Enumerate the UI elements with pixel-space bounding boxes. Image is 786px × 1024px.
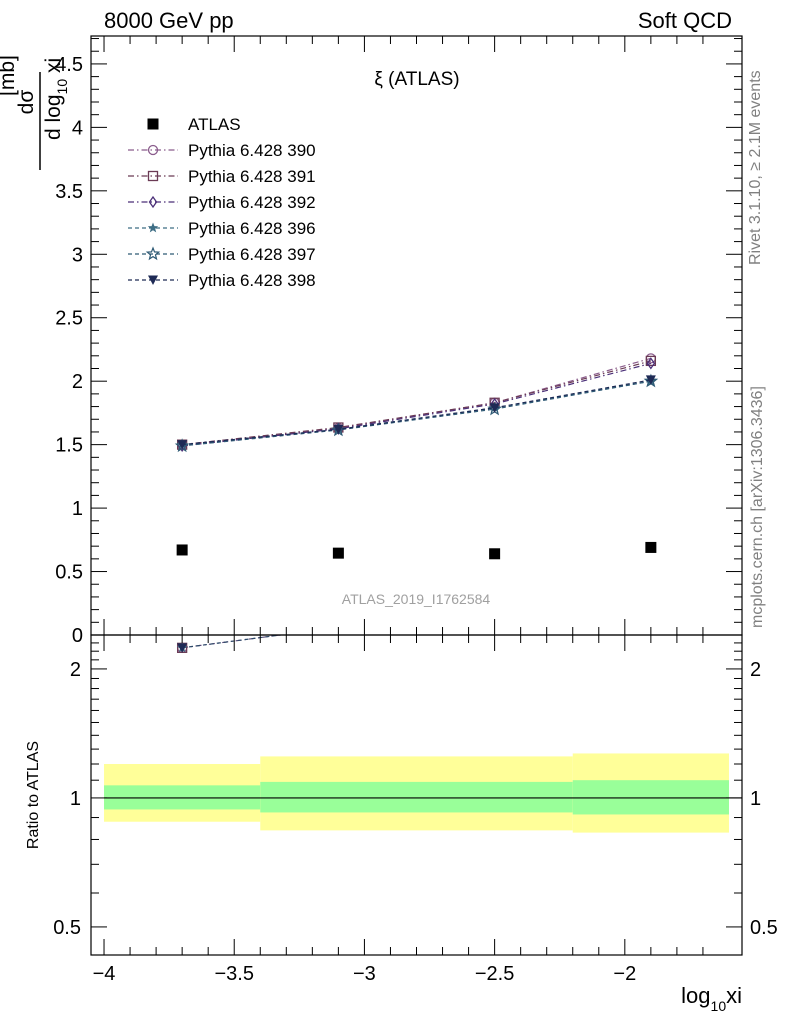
y-tick-label: 0 [72,625,83,647]
legend: ATLAS Pythia 6.428 390 Pythia 6.428 391 Pyt… [128,115,316,290]
x-tick-label: −3 [353,963,376,985]
ratio-y-tick-label-right: 2 [750,659,761,681]
legend-label: ATLAS [188,115,241,134]
ratio-y-tick-label-right: 1 [750,788,761,810]
series-6-point [177,440,188,450]
y-tick-label: 3 [72,244,83,266]
ratio-y-tick-label: 2 [70,659,81,681]
y-tick-label: 1 [72,498,83,520]
series-6-point [489,403,500,413]
legend-label: Pythia 6.428 396 [188,219,316,238]
legend-marker [147,222,159,233]
svg-text:d log10 xi: d log10 xi [42,58,70,140]
legend-marker [145,246,161,261]
main-y-axis-label: dσ d log10 xi [mb] [0,55,70,170]
legend-label: Pythia 6.428 397 [188,245,316,264]
ratio-panel: 0.5 0.51 12 2−4 −3.5 −3 −2.5 −2 Ratio to ATLAS … [25,634,778,1014]
ratio-y-axis-label: Ratio to ATLAS [25,741,42,849]
legend-marker [148,275,158,285]
ratio-point [177,643,188,653]
ylabel-denominator: d log [42,94,65,140]
watermark: ATLAS_2019_I1762584 [342,591,491,607]
y-tick-label: 1.5 [55,435,83,457]
series-1-line [182,357,652,446]
x-tick-label: −2 [613,963,636,985]
x-axis-label: log10xi [681,983,742,1014]
main-title: ξ (ATLAS) [374,69,459,90]
series-2-line [182,360,652,446]
ratio-y-tick-label: 1 [70,788,81,810]
legend-marker [147,118,159,130]
header-right: Soft QCD [638,8,732,33]
y-tick-label: 2.5 [55,308,83,330]
series-6-point [645,375,656,385]
band-inner [260,781,573,813]
y-tick-label: 0.5 [55,562,83,584]
series-4-line [182,380,652,446]
series-0-point [332,547,344,559]
series-6-line [182,379,652,446]
y-tick-label: 2 [72,371,83,393]
x-tick-label: −4 [93,963,116,985]
series-5-line [182,380,652,447]
series-0-point [489,548,501,560]
series-0-point [645,541,657,553]
ratio-y-tick-label: 0.5 [53,917,81,939]
legend-label: Pythia 6.428 392 [188,193,316,212]
legend-label: Pythia 6.428 398 [188,271,316,290]
series-3-point [646,357,656,370]
y-tick-label: 4 [72,117,83,139]
x-tick-label: −3.5 [214,963,253,985]
main-panel: 0 0.5 1 1.5 2 2.5 3 3.5 4 4.5 ξ (ATLAS) ATLAS_201… [0,35,743,647]
series-3-line [182,362,652,447]
mcplots-label: mcplots.cern.ch [arXiv:1306.3436] [749,386,766,628]
y-tick-label: 4.5 [55,54,83,76]
legend-label: Pythia 6.428 390 [188,141,316,160]
ylabel-unit: [mb] [0,55,19,96]
legend-marker [148,195,158,209]
series-0-point [176,544,188,556]
legend-label: Pythia 6.428 391 [188,167,316,186]
legend-marker [147,144,159,156]
legend-marker [147,170,159,182]
ylabel-denominator-tail: xi [42,58,65,79]
header-left: 8000 GeV pp [104,8,234,33]
ylabel-numerator: dσ [15,90,38,115]
y-tick-label: 3.5 [55,181,83,203]
series-6-point [333,424,344,435]
band-inner [572,780,729,815]
ylabel-denominator-sub: 10 [54,79,70,95]
ratio-y-tick-label-right: 0.5 [750,917,778,939]
x-tick-label: −2.5 [475,963,514,985]
rivet-label: Rivet 3.1.10, ≥ 2.1M events [747,70,764,265]
series-2-point [645,355,657,367]
